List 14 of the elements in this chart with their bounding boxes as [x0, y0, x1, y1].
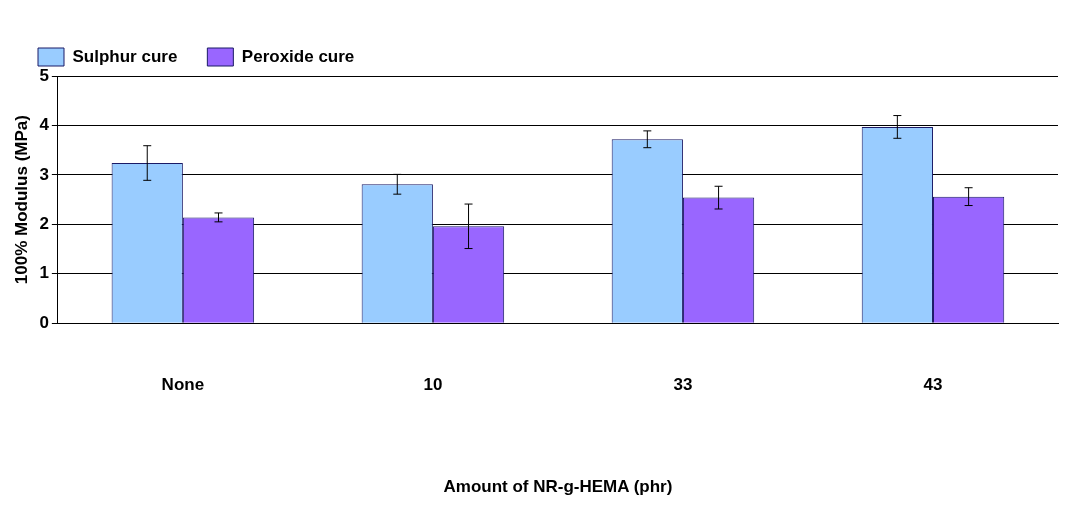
legend-label: Sulphur cure: [72, 46, 178, 66]
y-tick-label: 0: [39, 312, 49, 332]
y-tick-label: 3: [39, 164, 49, 184]
x-tick-label: 10: [423, 375, 443, 395]
y-tick-label: 2: [39, 214, 49, 234]
legend-label: Peroxide cure: [241, 46, 355, 66]
x-axis-title: Amount of NR-g-HEMA (phr): [443, 477, 673, 497]
y-tick-label: 4: [39, 115, 50, 135]
x-tick-label: None: [161, 375, 205, 395]
x-tick-label: 43: [923, 375, 943, 395]
x-tick-label: 33: [673, 375, 693, 395]
y-tick-label: 5: [39, 65, 49, 85]
y-tick-label: 1: [39, 263, 49, 283]
y-axis-title: 100% Modulus (MPa): [11, 115, 31, 285]
